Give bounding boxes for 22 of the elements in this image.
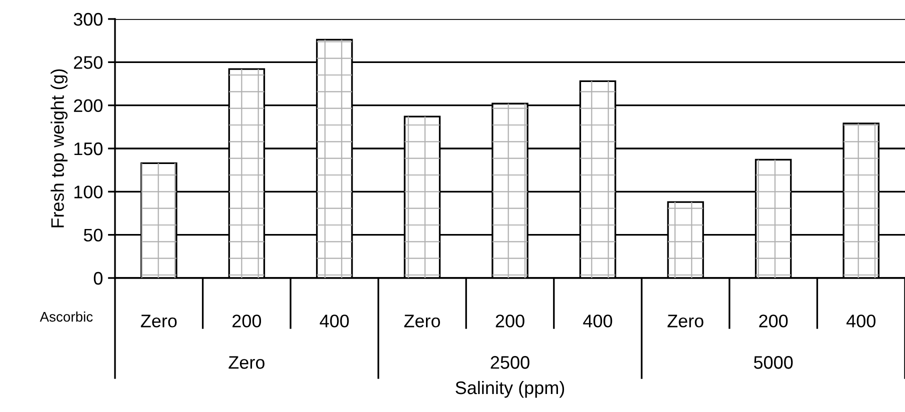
- y-tick-label: 250: [74, 56, 102, 69]
- y-tick-label: 150: [74, 142, 102, 156]
- x-tick-label: 200: [232, 314, 262, 328]
- y-tick-label: 300: [74, 12, 102, 26]
- x-tick-label: Zero: [140, 314, 177, 328]
- x-tick-label: Zero: [404, 314, 440, 328]
- x-tick-label: Zero: [668, 314, 704, 328]
- y-axis-title: Fresh top weight (g): [50, 69, 68, 228]
- x-tick-label: 400: [846, 314, 876, 328]
- x-tick-label: 200: [759, 314, 788, 328]
- x-tick-label: 200: [496, 314, 524, 328]
- x-tick-label: 400: [583, 314, 612, 328]
- y-tick-label: 0: [94, 272, 102, 285]
- y-tick-label: 50: [84, 228, 102, 242]
- text: 2500: [490, 356, 530, 369]
- text: Ascorbic: [40, 312, 93, 322]
- text: Zero: [228, 356, 264, 369]
- y-tick-label: 100: [74, 186, 102, 198]
- text: 5000: [754, 356, 793, 369]
- x-axis-title: Salinity (ppm): [456, 380, 564, 398]
- x-tick-label: 400: [320, 314, 349, 328]
- y-tick-label: 200: [74, 99, 102, 112]
